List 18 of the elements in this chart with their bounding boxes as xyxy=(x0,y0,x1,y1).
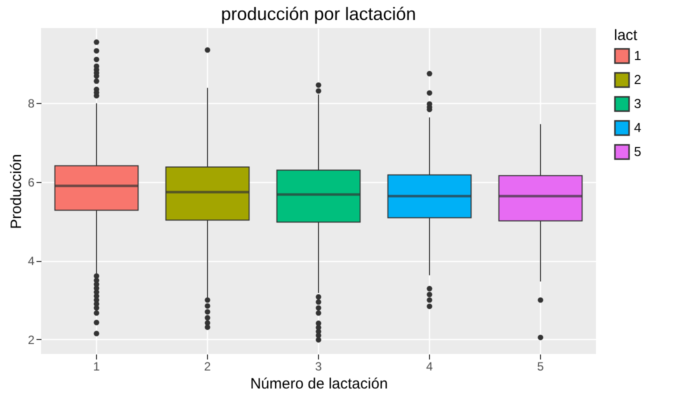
legend-title: lact xyxy=(614,27,638,44)
x-tick-label: 3 xyxy=(315,360,322,374)
y-tick-label: 6 xyxy=(28,175,35,190)
legend-label: 2 xyxy=(634,72,642,87)
legend-label: 3 xyxy=(634,96,642,111)
y-tick-label: 4 xyxy=(28,254,35,268)
x-tick-label: 5 xyxy=(537,360,544,374)
x-axis-title: Número de lactación xyxy=(250,376,388,392)
x-tick-label: 4 xyxy=(426,360,434,374)
legend-label: 1 xyxy=(634,48,642,63)
y-tick-label: 8 xyxy=(28,96,35,111)
y-axis-title: Producción xyxy=(8,154,25,230)
x-tick-label: 1 xyxy=(93,360,100,374)
x-tick-label: 2 xyxy=(204,360,212,374)
legend-label: 5 xyxy=(634,144,642,159)
y-tick-label: 2 xyxy=(28,332,35,347)
chart-title: producción por lactación xyxy=(220,4,416,24)
legend-label: 4 xyxy=(634,120,642,135)
